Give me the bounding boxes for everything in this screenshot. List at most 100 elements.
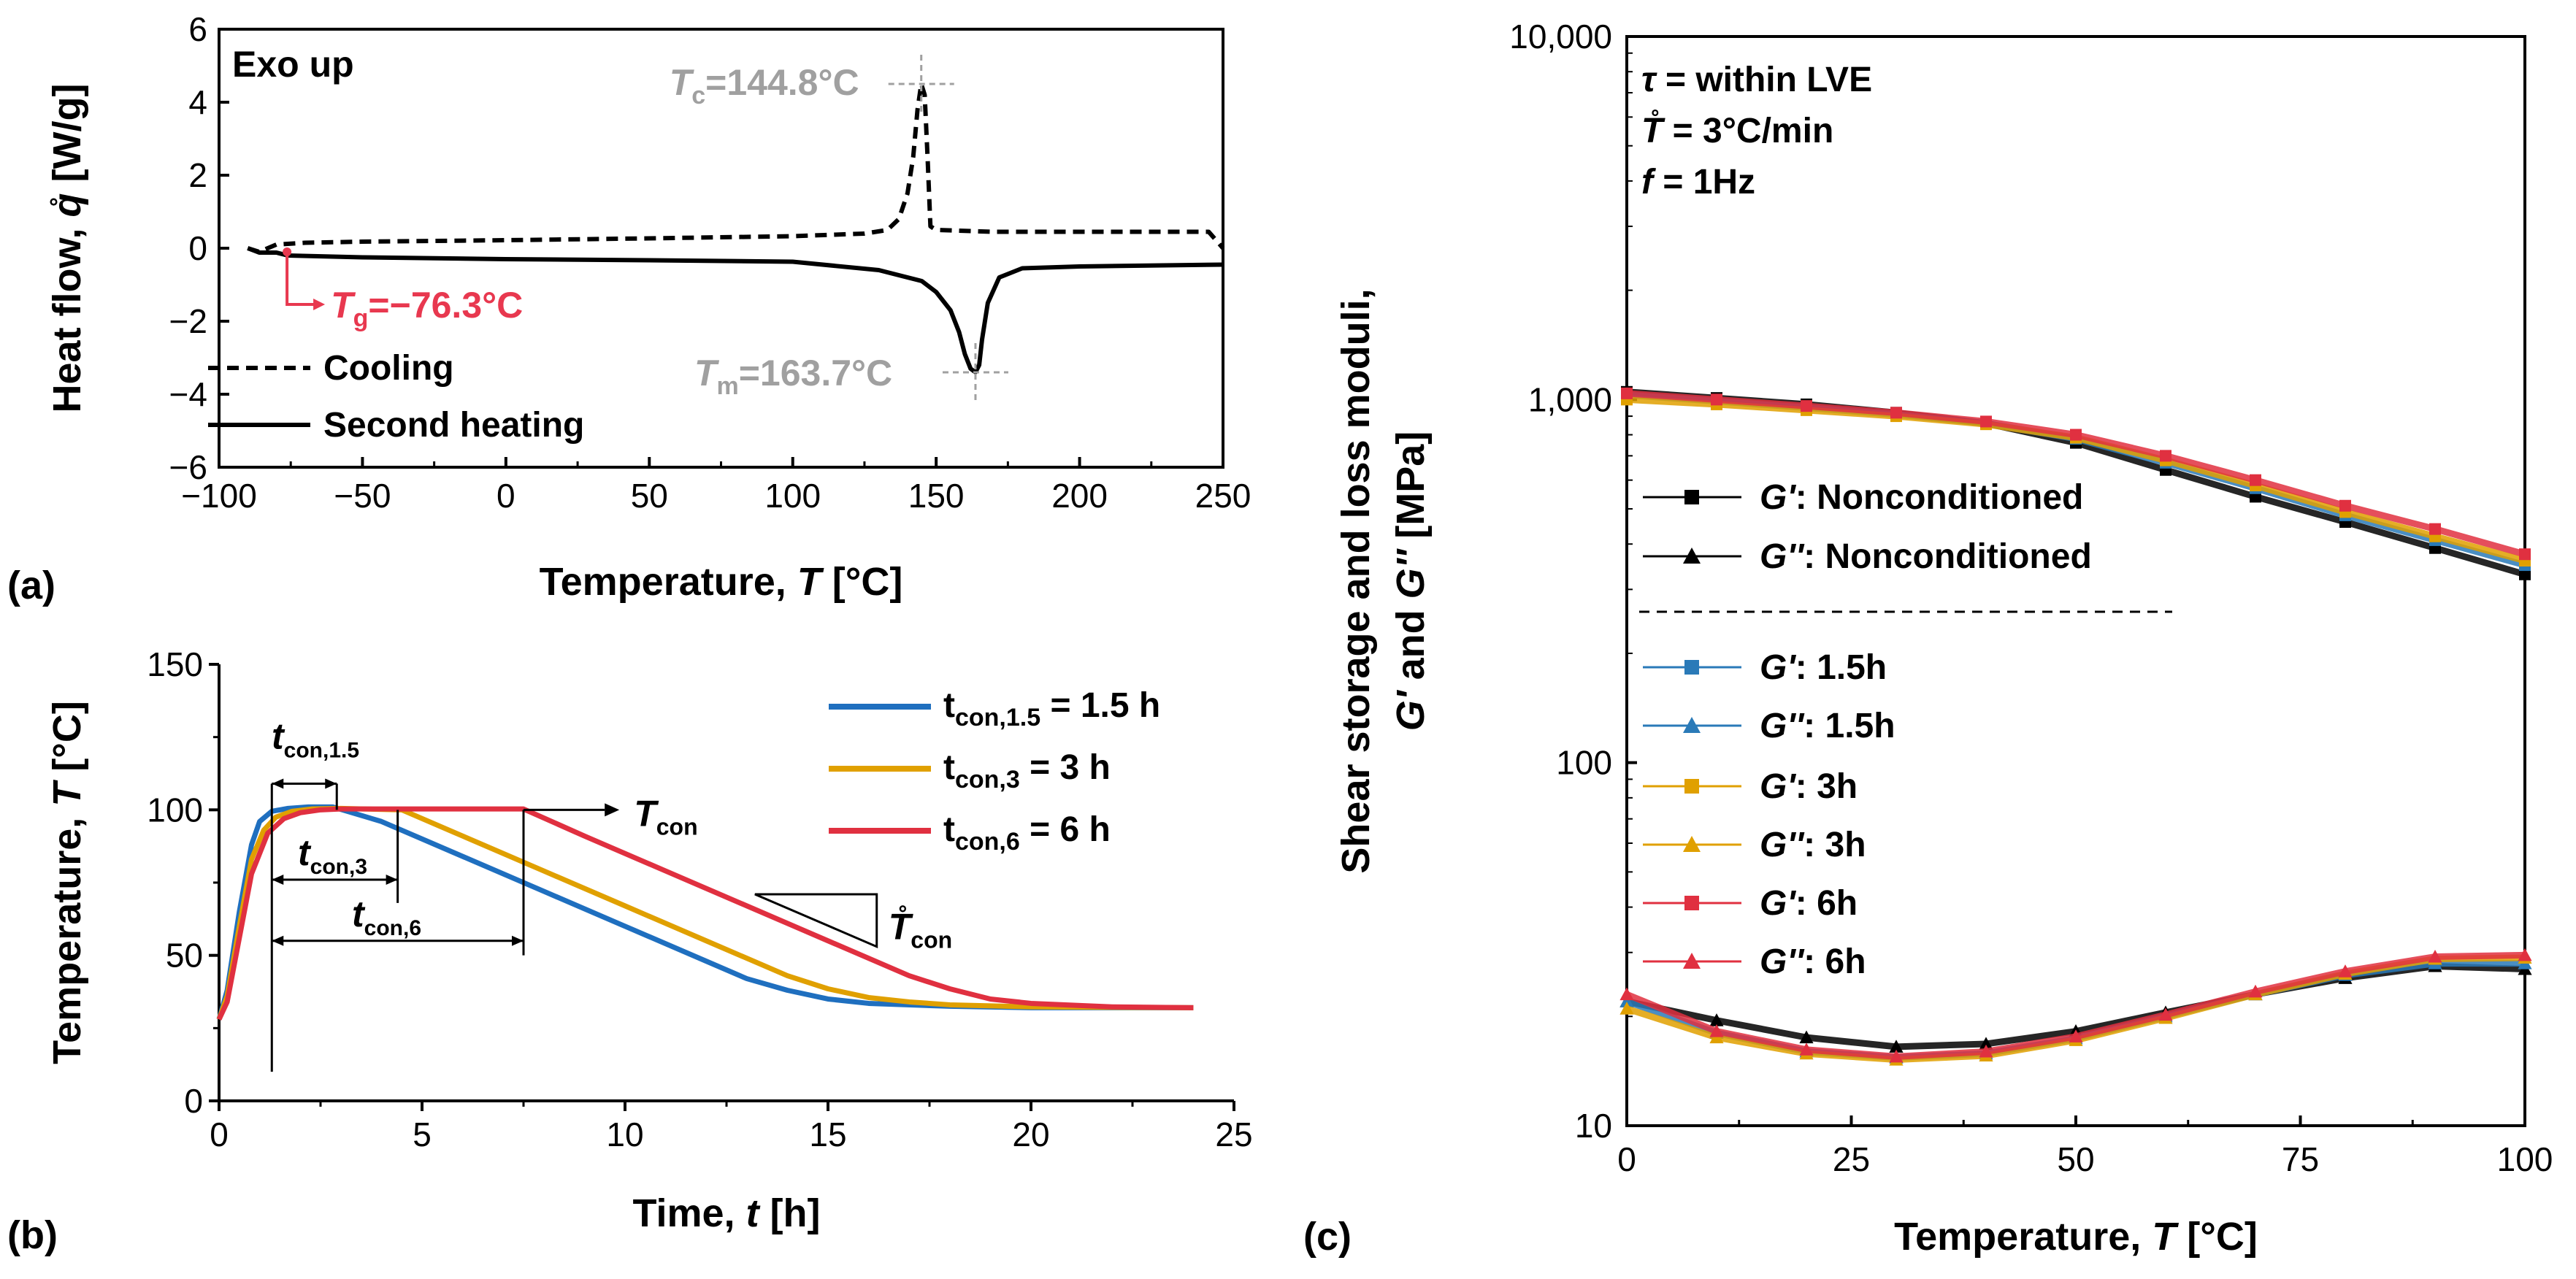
data-point-c-7 xyxy=(2248,984,2263,998)
x-axis-label-c-part: T xyxy=(2152,1215,2179,1259)
t-con-6-label-part: t xyxy=(352,894,366,934)
legend-label-c-part: : 3h xyxy=(1795,767,1858,806)
legend-label-c: G': 6h xyxy=(1760,884,1858,923)
y-tick-label-b: 0 xyxy=(184,1082,203,1120)
x-axis-label-c-part: Temperature, xyxy=(1894,1215,2152,1259)
y-axis-label-c-line2-part: [MPa] xyxy=(1389,431,1433,550)
tm-label: Tm=163.7°C xyxy=(694,353,892,400)
t-con-3-label-part: con,3 xyxy=(310,855,367,879)
legend-label-a: Cooling xyxy=(323,349,454,388)
x-tick-label-a: 250 xyxy=(1195,477,1251,515)
data-point-c-7 xyxy=(2069,1029,2083,1042)
y-axis-label-a-part: Heat flow, xyxy=(45,217,89,412)
legend-label-c: G'': 1.5h xyxy=(1760,707,1895,745)
x-tick-label-b: 5 xyxy=(413,1115,432,1153)
panel-label-c: (c) xyxy=(1303,1215,1352,1259)
data-point-c-7 xyxy=(1709,1024,1724,1037)
rate-triangle xyxy=(754,893,878,948)
legend-label-c-part: G' xyxy=(1760,648,1796,687)
y-axis-label-a-part: q̊ xyxy=(45,193,89,217)
y-axis-label-c-line2: G' and G'' [MPa] xyxy=(1389,431,1433,731)
legend-label-c-part: : 1.5h xyxy=(1795,648,1887,687)
condition-label-part: = within LVE xyxy=(1656,61,1872,99)
t-con-label-part: T xyxy=(634,793,659,834)
x-tick-label-a: 0 xyxy=(497,477,515,515)
legend-label-c-part: : Nonconditioned xyxy=(1803,537,2092,576)
data-point-c-7 xyxy=(2338,964,2353,978)
legend-marker-c xyxy=(1684,779,1699,794)
legend-label-c-part: G'' xyxy=(1760,707,1805,745)
x-tick-label-b: 15 xyxy=(809,1115,846,1153)
tc-label-part: c xyxy=(691,82,705,110)
span-6-arrow-left xyxy=(272,935,284,946)
condition-label-part: = 1Hz xyxy=(1653,163,1755,201)
data-point-c-6 xyxy=(1980,415,1992,428)
y-axis-label-a: Heat flow, q̊ [W/g] xyxy=(45,84,89,413)
condition-label: T̊ = 3°C/min xyxy=(1641,110,1833,150)
t-con-label-part: con xyxy=(656,813,698,840)
tc-label: Tc=144.8°C xyxy=(670,62,859,110)
y-axis-label-c-line1: Shear storage and loss moduli, xyxy=(1334,288,1378,873)
data-point-c-7 xyxy=(1979,1044,1993,1058)
panel-label-a: (a) xyxy=(7,564,55,607)
y-tick-label-a: 4 xyxy=(188,83,207,121)
data-point-c-7 xyxy=(2518,948,2532,961)
data-point-c-3 xyxy=(1619,994,1634,1007)
legend-label-c: G': Nonconditioned xyxy=(1760,478,2083,517)
x-tick-label-b: 25 xyxy=(1215,1115,1252,1153)
legend-label-b: tcon,3 = 3 h xyxy=(943,748,1111,794)
panel-a: −100 −50 0 50 100 150 200 250 6 4 2 0 −2 −4 −6 (a) Exo u… xyxy=(7,10,1251,607)
legend-label-c-part: : Nonconditioned xyxy=(1795,478,2084,517)
t-con-label: Tcon xyxy=(634,793,697,840)
condition-label-part: = 3°C/min xyxy=(1663,112,1833,150)
x-axis-label-a-part: [°C] xyxy=(821,560,903,604)
legend-label-c: G': 3h xyxy=(1760,767,1858,806)
y-tick-label-b: 50 xyxy=(166,937,203,975)
x-axis-label-c-part: [°C] xyxy=(2176,1215,2258,1259)
data-point-c-5 xyxy=(1619,1002,1634,1015)
y-tick-label-a: −4 xyxy=(169,375,207,413)
t-con-1.5-label-part: t xyxy=(272,716,285,757)
series-line-a-0 xyxy=(247,82,1225,254)
data-point-c-6 xyxy=(1890,407,1902,419)
tg-arrowhead xyxy=(313,299,326,310)
x-tick-label-c: 0 xyxy=(1617,1140,1636,1178)
span-3-arrow-right xyxy=(386,875,398,886)
panel-c: 0 25 50 75 100 10,000 1,000 100 10 Shear storage … xyxy=(1303,18,2553,1259)
x-tick-label-a: 200 xyxy=(1051,477,1108,515)
data-point-c-6 xyxy=(2339,499,2351,512)
legend-label-b-part: = 1.5 h xyxy=(1040,686,1160,725)
condition-label-part: f xyxy=(1641,163,1656,201)
x-tick-label-b: 0 xyxy=(210,1115,229,1153)
legend-label-c-part: : 6h xyxy=(1795,884,1858,923)
x-axis-label-a-part: Temperature, xyxy=(540,560,797,604)
x-tick-label-a: 50 xyxy=(631,477,668,515)
y-tick-label-c: 1,000 xyxy=(1528,380,1612,418)
legend-label-c-part: G'' xyxy=(1760,942,1805,981)
span-1.5-arrow-left xyxy=(272,778,284,789)
y-tick-label-b: 150 xyxy=(147,645,203,683)
x-axis-label-a: Temperature, T [°C] xyxy=(540,560,903,604)
data-point-c-7 xyxy=(2428,949,2442,963)
x-tick-label-c: 75 xyxy=(2282,1140,2319,1178)
legend-label-b-part: t xyxy=(943,686,955,725)
legend-label-c: G'': 6h xyxy=(1760,942,1866,981)
span-6-arrow-right xyxy=(512,935,524,946)
legend-label-b-part: con,6 xyxy=(955,828,1020,856)
legend-label-c-part: G'' xyxy=(1760,826,1805,864)
rate-label-part: con xyxy=(911,927,952,953)
data-point-c-1 xyxy=(1799,1030,1814,1044)
x-tick-label-a: 150 xyxy=(908,477,965,515)
legend-label-c-part: G' xyxy=(1760,478,1796,517)
tg-label-part: =−76.3°C xyxy=(368,285,523,326)
x-tick-label-c: 100 xyxy=(2497,1140,2553,1178)
series-line-b-0 xyxy=(216,804,1194,1021)
legend-marker-c xyxy=(1683,717,1701,733)
legend-a: Cooling Second heating xyxy=(208,349,584,445)
data-point-c-1 xyxy=(1979,1037,1993,1050)
legend-label-b-part: con,3 xyxy=(955,766,1020,794)
tg-label: Tg=−76.3°C xyxy=(331,285,523,332)
legend-label-b-part: t xyxy=(943,810,955,849)
condition-label: τ = within LVE xyxy=(1641,61,1872,99)
tc-label-part: =144.8°C xyxy=(705,62,859,103)
